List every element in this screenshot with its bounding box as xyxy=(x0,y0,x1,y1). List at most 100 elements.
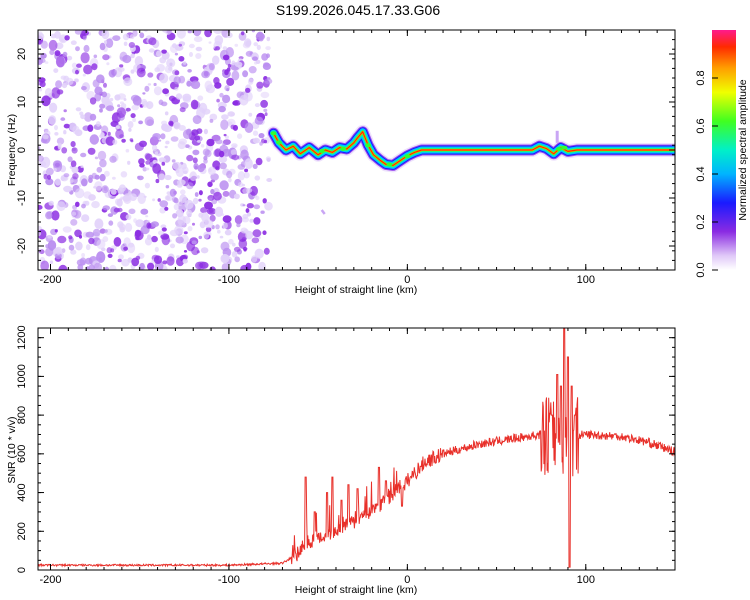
noise-blob xyxy=(81,253,85,258)
noise-blob xyxy=(63,109,67,113)
noise-blob xyxy=(175,236,184,244)
noise-blob xyxy=(233,246,241,252)
noise-blob xyxy=(117,187,125,195)
noise-blob xyxy=(38,155,44,162)
noise-blob xyxy=(93,262,103,270)
noise-blob xyxy=(107,253,113,258)
noise-blob xyxy=(54,125,58,131)
noise-blob xyxy=(136,67,146,78)
noise-blob xyxy=(117,258,122,263)
y-tick-label: 1200 xyxy=(16,325,28,349)
noise-blob xyxy=(159,73,169,84)
noise-blob xyxy=(226,77,235,86)
noise-blob xyxy=(129,193,137,201)
noise-blob xyxy=(186,154,194,162)
snr-ytick-labels: 0 200 400 600 800 1000 1200 xyxy=(16,325,28,573)
noise-blob xyxy=(166,256,175,266)
x-tick-label: 100 xyxy=(577,274,595,286)
noise-blob xyxy=(179,194,187,204)
noise-blob xyxy=(188,43,195,49)
noise-blob xyxy=(108,69,117,78)
noise-blob xyxy=(226,88,230,92)
noise-blob xyxy=(70,249,77,255)
noise-blob xyxy=(153,255,163,264)
noise-blob xyxy=(258,133,265,139)
noise-blob xyxy=(45,244,50,249)
noise-blob xyxy=(226,170,233,179)
noise-blob xyxy=(130,113,136,119)
noise-blob xyxy=(187,226,193,232)
noise-blob xyxy=(263,108,268,112)
noise-blob xyxy=(158,139,162,142)
noise-blob xyxy=(133,218,138,224)
noise-blob xyxy=(116,107,127,118)
noise-blob xyxy=(51,210,60,221)
noise-blob xyxy=(122,54,132,64)
noise-blob xyxy=(60,175,65,182)
noise-blob xyxy=(74,78,79,82)
noise-blob xyxy=(159,200,169,208)
y-tick-label: 200 xyxy=(16,522,28,540)
noise-blob xyxy=(145,215,149,218)
noise-blob xyxy=(41,95,51,107)
noise-blob xyxy=(222,222,228,229)
noise-blob xyxy=(84,200,90,206)
noise-blob xyxy=(241,31,245,36)
noise-blob xyxy=(248,112,253,117)
noise-blob xyxy=(62,226,72,233)
noise-blob xyxy=(223,133,227,137)
noise-blob xyxy=(38,33,45,40)
noise-blob xyxy=(166,195,170,201)
noise-blob xyxy=(85,231,95,238)
noise-blob xyxy=(94,86,103,95)
noise-blob xyxy=(243,91,253,102)
noise-blob xyxy=(87,147,96,155)
noise-blob xyxy=(99,159,107,168)
noise-blob xyxy=(147,262,155,270)
noise-blob xyxy=(208,197,213,201)
noise-blob xyxy=(117,93,126,100)
noise-blob xyxy=(110,189,117,195)
noise-blob xyxy=(94,181,103,191)
noise-blob xyxy=(147,72,154,78)
noise-blob xyxy=(174,225,184,235)
noise-blob xyxy=(141,100,149,108)
ridge-spot xyxy=(270,131,277,136)
noise-blob xyxy=(248,66,257,74)
noise-blob xyxy=(246,212,252,217)
noise-blob xyxy=(176,179,186,186)
noise-blob xyxy=(146,119,154,126)
noise-blob xyxy=(246,203,254,209)
noise-blob xyxy=(137,175,144,181)
noise-blob xyxy=(162,88,170,95)
noise-blob xyxy=(214,35,224,46)
noise-blob xyxy=(224,69,229,76)
noise-blob xyxy=(71,62,78,69)
noise-blob xyxy=(242,70,249,78)
noise-blob xyxy=(186,80,192,87)
noise-blob xyxy=(182,95,191,103)
noise-blob xyxy=(164,206,169,211)
noise-blob xyxy=(252,163,258,169)
noise-blob xyxy=(71,147,78,154)
noise-blob xyxy=(148,48,155,53)
noise-blob xyxy=(154,151,159,156)
noise-blob xyxy=(190,99,199,110)
noise-blob xyxy=(222,142,226,146)
noise-blob xyxy=(193,163,199,170)
noise-blob xyxy=(79,111,84,116)
noise-blob xyxy=(53,68,59,73)
noise-blob xyxy=(241,183,245,187)
noise-blob xyxy=(147,83,152,86)
noise-blob xyxy=(125,107,131,112)
noise-blob xyxy=(80,30,89,36)
noise-blob xyxy=(102,205,111,211)
noise-blob xyxy=(140,208,149,215)
noise-blob xyxy=(71,211,77,216)
noise-blob xyxy=(200,247,209,254)
noise-blob xyxy=(176,30,186,39)
noise-blob xyxy=(43,128,49,132)
noise-blob xyxy=(169,188,177,197)
noise-blob xyxy=(106,62,110,66)
noise-blob xyxy=(102,54,110,61)
